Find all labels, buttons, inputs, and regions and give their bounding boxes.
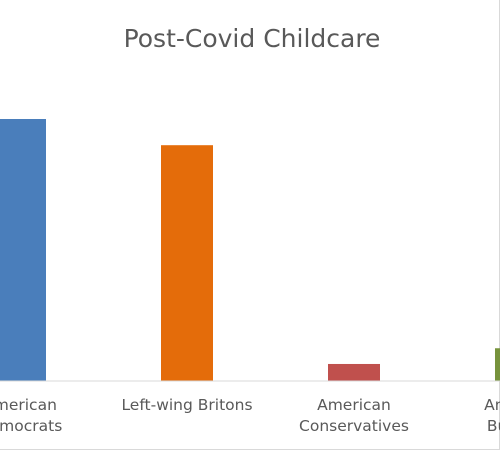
bar-1 (161, 145, 213, 381)
bar-2 (328, 363, 380, 381)
chart-title: Post-Covid Childcare (124, 24, 381, 53)
category-label-line: American (484, 396, 500, 414)
category-label-line: American (0, 396, 57, 414)
category-label-line: Democrats (0, 417, 62, 435)
bar-3 (495, 348, 500, 381)
bar-0 (0, 119, 46, 381)
category-label-1: Left-wing Britons (121, 396, 252, 414)
category-label-2: American Conservatives (299, 396, 409, 435)
category-label-3: American Business (484, 396, 500, 435)
category-labels: American Democrats Left-wing Britons Americ… (0, 396, 500, 435)
category-label-line: Business (487, 417, 500, 435)
category-label-0: American Democrats (0, 396, 62, 435)
category-label-line: Left-wing Britons (121, 396, 252, 414)
bars-group (0, 119, 500, 381)
category-label-line: American (317, 396, 391, 414)
category-label-line: Conservatives (299, 417, 409, 435)
